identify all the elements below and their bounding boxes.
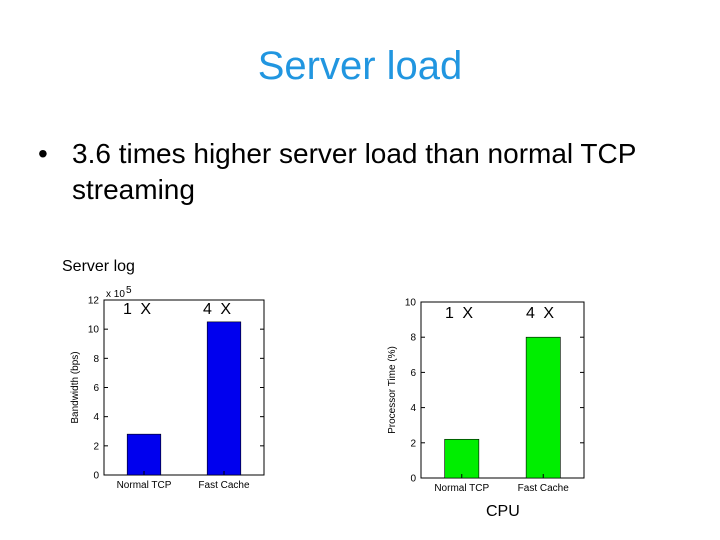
y-tick-label: 8 xyxy=(410,333,416,344)
bullet-item: • 3.6 times higher server load than norm… xyxy=(38,136,698,208)
bullet-text: 3.6 times higher server load than normal… xyxy=(72,138,636,205)
plot-frame xyxy=(420,301,585,479)
y-tick-label: 6 xyxy=(410,368,416,379)
bar xyxy=(444,438,480,479)
y-tick-label: 2 xyxy=(410,438,416,449)
y-tick-label: 0 xyxy=(93,471,99,482)
slide-title: Server load xyxy=(257,44,463,88)
y-tick-label: 4 xyxy=(93,412,99,423)
bar xyxy=(525,336,561,479)
x-tick-label: Normal TCP xyxy=(117,480,172,491)
bar-annotation: 1 X xyxy=(445,305,475,322)
y-tick-label: 2 xyxy=(93,441,99,452)
y-axis-label: Processor Time (%) xyxy=(387,346,398,434)
y-tick-label: 10 xyxy=(405,298,417,309)
x-tick-label: Normal TCP xyxy=(434,483,489,494)
x-tick-label: Fast Cache xyxy=(198,480,250,491)
bullet-marker: • xyxy=(38,138,48,169)
y-axis-label: Bandwidth (bps) xyxy=(70,351,81,423)
caption-cpu: CPU xyxy=(486,503,520,520)
y-axis-multiplier: x 10 xyxy=(106,289,125,300)
y-axis-exponent: 5 xyxy=(126,285,132,296)
bar-annotation: 1 X xyxy=(123,301,153,318)
bar-annotation: 4 X xyxy=(203,301,233,318)
caption-server-log: Server log xyxy=(62,258,135,275)
x-tick-label: Fast Cache xyxy=(518,483,570,494)
y-tick-label: 0 xyxy=(410,474,416,485)
y-tick-label: 10 xyxy=(88,325,100,336)
y-tick-label: 4 xyxy=(410,403,416,414)
y-tick-label: 12 xyxy=(88,296,100,307)
y-tick-label: 6 xyxy=(93,383,99,394)
bar-annotation: 4 X xyxy=(526,305,556,322)
bar xyxy=(206,321,242,476)
bar xyxy=(126,433,162,476)
y-tick-label: 8 xyxy=(93,354,99,365)
